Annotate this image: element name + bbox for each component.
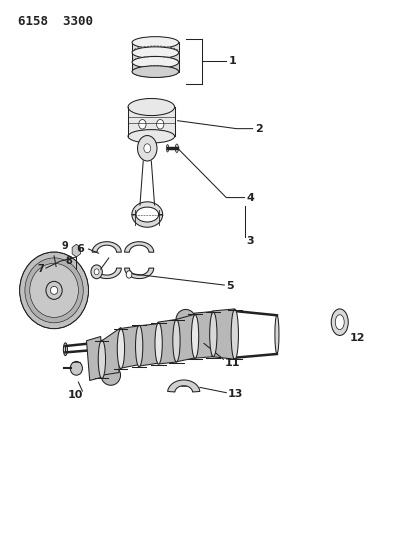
Text: 1: 1 (228, 56, 236, 66)
Ellipse shape (157, 119, 164, 129)
Ellipse shape (135, 325, 143, 367)
Polygon shape (120, 326, 139, 368)
Ellipse shape (335, 315, 344, 329)
Polygon shape (138, 324, 160, 366)
Polygon shape (132, 202, 163, 215)
Ellipse shape (30, 263, 78, 317)
Text: 2: 2 (255, 124, 262, 134)
Text: 10: 10 (68, 390, 83, 400)
Ellipse shape (137, 135, 157, 161)
Ellipse shape (144, 144, 151, 153)
Polygon shape (102, 327, 121, 375)
Ellipse shape (175, 144, 178, 152)
Ellipse shape (126, 271, 132, 278)
Ellipse shape (117, 329, 124, 368)
Polygon shape (132, 43, 179, 52)
Polygon shape (124, 268, 154, 279)
Polygon shape (128, 107, 175, 136)
Ellipse shape (25, 258, 83, 323)
Text: 11: 11 (225, 358, 241, 368)
Ellipse shape (275, 315, 279, 354)
Text: 5: 5 (226, 281, 234, 291)
Ellipse shape (128, 130, 175, 143)
Ellipse shape (20, 252, 89, 329)
Polygon shape (132, 53, 179, 62)
Text: 9: 9 (61, 241, 68, 252)
Polygon shape (92, 241, 121, 252)
Polygon shape (124, 241, 154, 252)
Ellipse shape (132, 46, 179, 58)
Polygon shape (175, 314, 196, 362)
Polygon shape (132, 62, 179, 71)
Ellipse shape (155, 322, 162, 364)
Ellipse shape (132, 37, 179, 49)
Text: 6158  3300: 6158 3300 (18, 14, 93, 28)
Ellipse shape (191, 315, 199, 358)
Ellipse shape (231, 309, 238, 360)
Ellipse shape (331, 309, 348, 335)
Text: 12: 12 (350, 333, 366, 343)
Text: 3: 3 (246, 236, 254, 246)
Polygon shape (132, 215, 163, 227)
Text: 4: 4 (246, 192, 255, 203)
Polygon shape (168, 380, 200, 392)
Ellipse shape (132, 56, 179, 68)
Ellipse shape (176, 310, 195, 329)
Ellipse shape (132, 56, 179, 68)
Polygon shape (86, 336, 104, 381)
Ellipse shape (173, 319, 180, 362)
Text: 8: 8 (65, 256, 72, 266)
Ellipse shape (70, 361, 82, 375)
Ellipse shape (63, 343, 67, 356)
Polygon shape (72, 244, 80, 257)
Ellipse shape (210, 312, 217, 357)
Ellipse shape (139, 119, 146, 129)
Text: 7: 7 (37, 264, 44, 274)
Ellipse shape (132, 47, 179, 59)
Text: 6: 6 (77, 244, 84, 254)
Ellipse shape (132, 66, 179, 77)
Ellipse shape (94, 269, 99, 274)
Ellipse shape (98, 340, 106, 378)
Polygon shape (158, 319, 177, 364)
Ellipse shape (46, 281, 62, 300)
Ellipse shape (128, 99, 175, 116)
Polygon shape (92, 268, 121, 279)
Polygon shape (212, 309, 235, 359)
Ellipse shape (101, 365, 120, 385)
Text: 13: 13 (228, 389, 243, 399)
Polygon shape (194, 312, 214, 358)
Ellipse shape (91, 265, 102, 279)
Ellipse shape (51, 286, 58, 294)
Ellipse shape (166, 144, 169, 152)
Ellipse shape (132, 66, 179, 77)
